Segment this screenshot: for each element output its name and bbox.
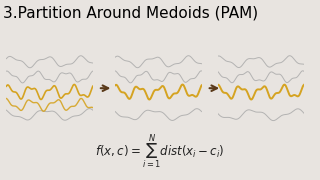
Text: $f(x, c) = \sum_{i=1}^{N} dist(x_i - c_i)$: $f(x, c) = \sum_{i=1}^{N} dist(x_i - c_i…: [95, 133, 225, 171]
Text: 3.Partition Around Medoids (PAM): 3.Partition Around Medoids (PAM): [3, 5, 258, 20]
